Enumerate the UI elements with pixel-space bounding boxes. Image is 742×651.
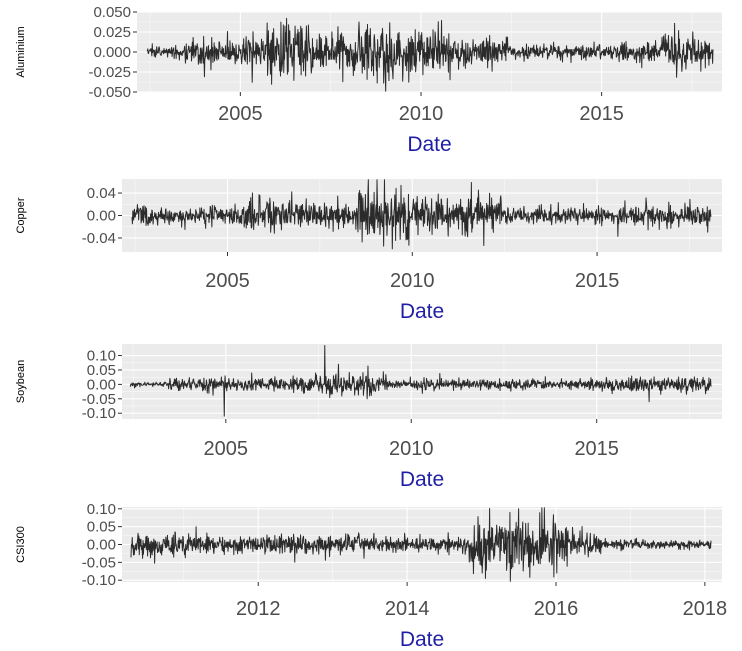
x-tick-label: 2015 [575,270,620,292]
y-tick-label: -0.10 [82,572,116,589]
panel-soybean: -0.10-0.050.000.050.10 2005 2010 2015 Date So… [15,344,722,491]
panel-copper: -0.04 0.00 0.04 2005 2010 2015 Date Copper [15,179,722,323]
y-tick-label: 0.00 [87,376,116,393]
series-line-aluminium [146,17,714,92]
x-tick-label: 2015 [574,438,619,460]
y-tick-label: 0.10 [87,501,116,518]
x-axis-title: Date [400,468,444,491]
x-tick-label: 2014 [385,598,430,620]
x-tick-label: 2018 [683,598,728,620]
y-axis-title: CSI300 [15,526,27,563]
y-axis-title: Soybean [15,360,27,403]
y-tick-label: 0.025 [93,24,131,41]
y-tick-label: -0.050 [88,84,131,101]
x-axis-title: Date [400,628,444,651]
y-tick-label: -0.05 [82,554,116,571]
y-tick-label: 0.05 [87,362,116,379]
y-tick-label: 0.00 [87,537,116,554]
x-axis-title: Date [407,133,451,156]
y-tick-label: 0.05 [87,519,116,536]
series-line-soybean [129,344,712,417]
y-tick-label: -0.04 [82,230,116,247]
series-line-copper [131,179,712,250]
y-tick-label: -0.10 [82,405,116,422]
x-tick-label: 2010 [399,103,444,125]
x-tick-label: 2005 [204,438,249,460]
x-tick-label: 2012 [236,598,281,620]
y-axis-title: Aluminium [15,26,27,77]
panel-aluminium: -0.050 -0.025 0.000 0.025 0.050 2005 2010 2015 D… [15,4,722,156]
y-tick-label: 0.050 [93,4,131,21]
x-tick-label: 2010 [389,438,434,460]
y-tick-label: 0.04 [87,185,116,202]
series-line-csi300 [130,507,712,582]
y-tick-label: -0.025 [88,64,131,81]
y-tick-label: -0.05 [82,391,116,408]
y-axis-title: Copper [15,197,27,233]
x-tick-label: 2015 [579,103,624,125]
x-tick-label: 2005 [205,270,250,292]
x-axis-title: Date [400,300,444,323]
y-tick-label: 0.10 [87,348,116,365]
x-tick-label: 2010 [390,270,435,292]
x-tick-label: 2005 [218,103,263,125]
x-tick-label: 2016 [534,598,579,620]
y-tick-label: 0.000 [93,44,131,61]
panel-csi300: -0.10-0.050.000.050.10 2012 2014 2016 2018 Da… [15,501,727,651]
y-tick-label: 0.00 [87,208,116,225]
